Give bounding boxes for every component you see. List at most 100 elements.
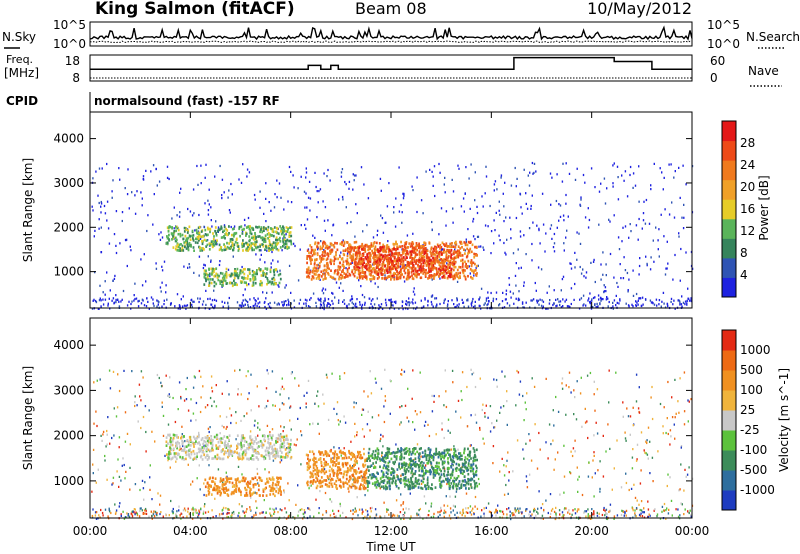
range-cell — [374, 269, 376, 272]
range-cell — [412, 269, 415, 272]
range-cell — [383, 405, 385, 408]
range-cell — [366, 517, 368, 520]
range-cell — [259, 428, 261, 431]
range-cell — [414, 270, 417, 273]
range-cell — [631, 456, 634, 459]
range-cell — [179, 191, 181, 194]
range-cell — [221, 194, 223, 197]
range-cell — [190, 299, 192, 302]
range-cell — [107, 515, 109, 518]
range-cell — [357, 248, 360, 252]
range-cell — [414, 428, 416, 431]
range-cell — [433, 165, 436, 168]
range-cell — [635, 400, 638, 403]
range-cell — [272, 241, 275, 244]
range-cell — [386, 244, 389, 247]
range-cell — [325, 461, 328, 464]
range-cell — [407, 307, 409, 310]
range-cell — [134, 401, 136, 404]
range-cell — [435, 433, 437, 436]
range-cell — [211, 386, 213, 389]
range-cell — [142, 177, 144, 181]
range-cell — [104, 212, 107, 215]
range-cell — [506, 238, 508, 241]
range-cell — [466, 425, 469, 428]
range-cell — [536, 299, 538, 302]
range-cell — [108, 369, 111, 372]
range-cell — [197, 230, 200, 233]
range-cell — [658, 303, 660, 306]
range-cell — [264, 406, 266, 410]
range-cell — [287, 482, 289, 485]
range-cell — [207, 213, 210, 216]
range-cell — [327, 298, 330, 301]
range-cell — [156, 514, 158, 517]
range-cell — [195, 401, 198, 405]
range-cell — [638, 411, 641, 414]
range-cell — [318, 507, 320, 510]
noise-right-label: N.Search — [746, 30, 800, 44]
range-cell — [151, 517, 153, 520]
range-cell — [98, 201, 100, 205]
range-cell — [456, 304, 458, 307]
range-cell — [403, 194, 405, 197]
range-cell — [643, 511, 645, 514]
range-cell — [460, 416, 462, 419]
range-cell — [285, 284, 287, 287]
range-cell — [283, 489, 285, 492]
range-cell — [289, 405, 292, 408]
range-cell — [338, 275, 341, 279]
range-cell — [351, 269, 354, 272]
range-cell — [226, 515, 228, 518]
range-cell — [324, 491, 327, 495]
range-cell — [433, 453, 435, 456]
range-cell — [487, 225, 489, 228]
range-cell — [268, 305, 271, 308]
range-cell — [219, 164, 221, 168]
range-cell — [688, 400, 690, 403]
range-cell — [140, 399, 142, 402]
range-cell — [290, 170, 292, 173]
range-cell — [130, 512, 132, 515]
range-cell — [619, 298, 621, 301]
range-cell — [577, 508, 579, 511]
range-cell — [280, 387, 282, 391]
range-cell — [319, 299, 321, 302]
range-cell — [687, 297, 689, 300]
range-cell — [390, 275, 393, 278]
range-cell — [612, 164, 614, 167]
range-cell — [613, 299, 616, 302]
range-cell — [98, 299, 101, 302]
range-cell — [377, 264, 380, 267]
range-cell — [609, 220, 611, 223]
range-cell — [342, 264, 344, 268]
range-cell — [205, 245, 208, 248]
range-cell — [604, 514, 606, 517]
range-cell — [472, 371, 475, 374]
range-cell — [653, 260, 655, 263]
range-cell — [528, 473, 531, 476]
range-cell — [629, 415, 632, 418]
range-cell — [396, 266, 399, 270]
range-cell — [587, 515, 589, 518]
range-cell — [531, 161, 534, 165]
range-cell — [525, 509, 527, 512]
range-cell — [354, 246, 356, 249]
range-cell — [163, 303, 165, 306]
range-cell — [443, 404, 445, 407]
range-cell — [502, 291, 504, 294]
range-cell — [362, 476, 364, 479]
range-cell — [631, 467, 634, 470]
range-cell — [171, 217, 173, 220]
range-cell — [456, 254, 459, 257]
range-cell — [246, 508, 248, 511]
range-cell — [206, 275, 209, 279]
range-cell — [315, 267, 318, 270]
range-cell — [454, 276, 456, 280]
range-cell — [551, 176, 553, 179]
range-cell — [305, 406, 307, 409]
range-cell — [453, 303, 455, 306]
range-cell — [449, 273, 451, 276]
range-cell — [310, 251, 312, 254]
range-cell — [393, 252, 396, 255]
